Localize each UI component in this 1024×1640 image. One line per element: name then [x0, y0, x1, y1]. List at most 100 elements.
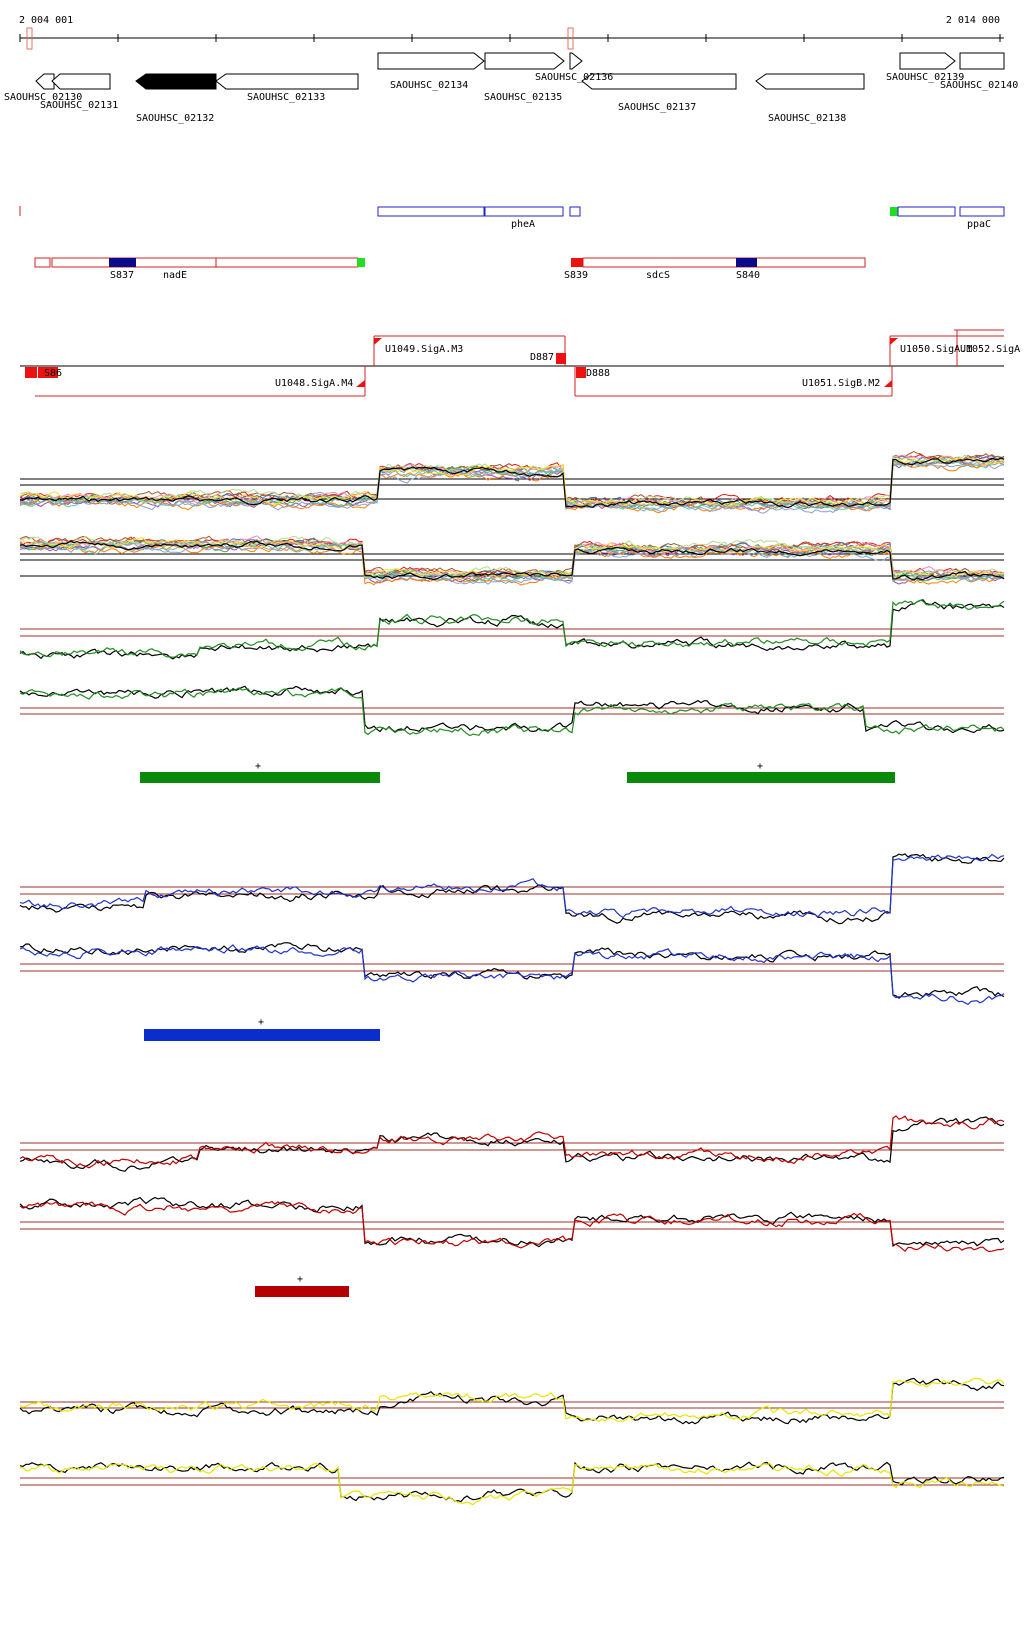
gene-arrow[interactable]: [51, 73, 111, 90]
gene-label: SAOUHSC_02137: [618, 102, 696, 113]
ruler-start-label: 2 004 001: [19, 15, 73, 26]
feature-box[interactable]: [34, 257, 51, 268]
gene-label: SAOUHSC_02140: [940, 80, 1018, 91]
regulation-label: U1052.SigA: [960, 344, 1020, 355]
expression-line: [19, 942, 1005, 999]
plus-strand-features: pheA ppaC: [19, 206, 1005, 230]
regulation-label: U1050.SigA.M: [900, 344, 972, 355]
regulation-track: S86 U1048.SigA.M4 U1049.SigA.M3 D887 D88…: [20, 329, 1020, 397]
gene-arrow[interactable]: [899, 52, 956, 70]
gene-label: SAOUHSC_02134: [390, 80, 468, 91]
gene-arrow[interactable]: [215, 73, 359, 90]
feature-label: pheA: [511, 219, 535, 230]
ruler-ticks: [19, 34, 1001, 42]
feature-box[interactable]: [582, 257, 866, 268]
terminator-marker: [25, 367, 37, 378]
condition-lines: [19, 853, 1005, 1006]
expression-blue-condition: +: [19, 853, 1005, 1041]
feature-marker: [357, 258, 365, 267]
ruler-marker-mid: [567, 27, 574, 50]
promoter-flag: [884, 380, 892, 387]
multi-condition-plus-lines: [19, 451, 1005, 514]
threshold-lines: [20, 628, 1004, 715]
feature-marker: [571, 258, 583, 267]
expression-line: [19, 1200, 1005, 1253]
gene-track: [35, 52, 1005, 90]
threshold-lines: [20, 1401, 1004, 1486]
feature-marker: [109, 258, 136, 267]
expression-yellow-condition: [19, 1377, 1005, 1506]
gene-label: SAOUHSC_02131: [40, 100, 118, 111]
expression-line: [19, 1377, 1005, 1425]
gene-labels: SAOUHSC_02130 SAOUHSC_02131 SAOUHSC_0213…: [4, 72, 1018, 124]
segment-bar-mark: +: [757, 761, 763, 772]
feature-box[interactable]: [215, 257, 359, 268]
segment-bar[interactable]: [627, 772, 895, 783]
feature-box[interactable]: [484, 206, 564, 217]
gene-label: SAOUHSC_02132: [136, 113, 214, 124]
gene-label: SAOUHSC_02130: [4, 92, 82, 103]
regulation-label: D888: [586, 368, 610, 379]
gene-arrow[interactable]: [755, 73, 865, 90]
feature-box[interactable]: [959, 206, 1005, 217]
regulation-label: U1048.SigA.M4: [275, 378, 353, 389]
expression-line: [19, 1461, 1005, 1503]
gene-arrow[interactable]: [135, 73, 217, 90]
threshold-lines: [20, 1142, 1004, 1230]
expression-line: [19, 1116, 1005, 1172]
promoter-flag: [356, 380, 365, 387]
gene-arrow[interactable]: [581, 73, 737, 90]
gene-arrow[interactable]: [35, 73, 55, 90]
gene-arrow[interactable]: [959, 52, 1005, 70]
feature-label: S840: [736, 270, 760, 281]
condition-lines: [19, 1377, 1005, 1506]
segment-bar-mark: +: [255, 761, 261, 772]
gene-label: SAOUHSC_02136: [535, 72, 613, 83]
expression-line: [19, 599, 1005, 659]
gene-label: SAOUHSC_02135: [484, 92, 562, 103]
feature-box[interactable]: [569, 206, 581, 217]
threshold-lines: [20, 478, 1004, 577]
feature-box[interactable]: [377, 206, 485, 217]
expression-line: [19, 457, 1005, 509]
feature-label: S837: [110, 270, 134, 281]
expression-red-condition: +: [19, 1115, 1005, 1297]
coordinate-ruler: 2 004 001 2 014 000: [19, 15, 1004, 50]
gene-arrow[interactable]: [569, 52, 583, 70]
regulation-label: U1049.SigA.M3: [385, 344, 463, 355]
expression-line: [19, 853, 1005, 925]
promoter-flag: [890, 338, 898, 345]
terminator-marker: [556, 353, 566, 364]
ruler-marker-left: [26, 27, 33, 50]
feature-box[interactable]: [897, 206, 956, 217]
gene-label: SAOUHSC_02133: [247, 92, 325, 103]
expression-line: [19, 457, 1005, 507]
gene-label: SAOUHSC_02138: [768, 113, 846, 124]
promoter-flag: [374, 338, 382, 345]
regulation-label: S86: [44, 368, 62, 379]
expression-line: [19, 461, 1005, 514]
expression-line: [19, 1196, 1005, 1248]
expression-line: [19, 685, 1005, 734]
terminator-marker: [38, 367, 58, 378]
segment-bar[interactable]: [255, 1286, 349, 1297]
gene-label: SAOUHSC_02139: [886, 72, 964, 83]
multi-condition-minus-lines: [19, 535, 1005, 586]
expression-line: [19, 1462, 1005, 1506]
terminator-marker: [576, 367, 586, 378]
expression-line: [19, 1377, 1005, 1423]
feature-marker: [736, 258, 757, 267]
segment-bar[interactable]: [144, 1029, 380, 1041]
expression-line: [19, 944, 1005, 1006]
expression-all-conditions: [19, 451, 1005, 586]
ruler-end-label: 2 014 000: [946, 15, 1000, 26]
gene-arrow[interactable]: [377, 52, 485, 70]
expression-line: [19, 853, 1005, 919]
segment-bar-mark: +: [258, 1017, 264, 1028]
gene-arrow[interactable]: [484, 52, 565, 70]
expression-line: [19, 460, 1005, 514]
segment-bar[interactable]: [140, 772, 380, 783]
minus-strand-features: S837 nadE S839 sdcS S840: [34, 257, 866, 281]
feature-label: nadE: [163, 270, 187, 281]
